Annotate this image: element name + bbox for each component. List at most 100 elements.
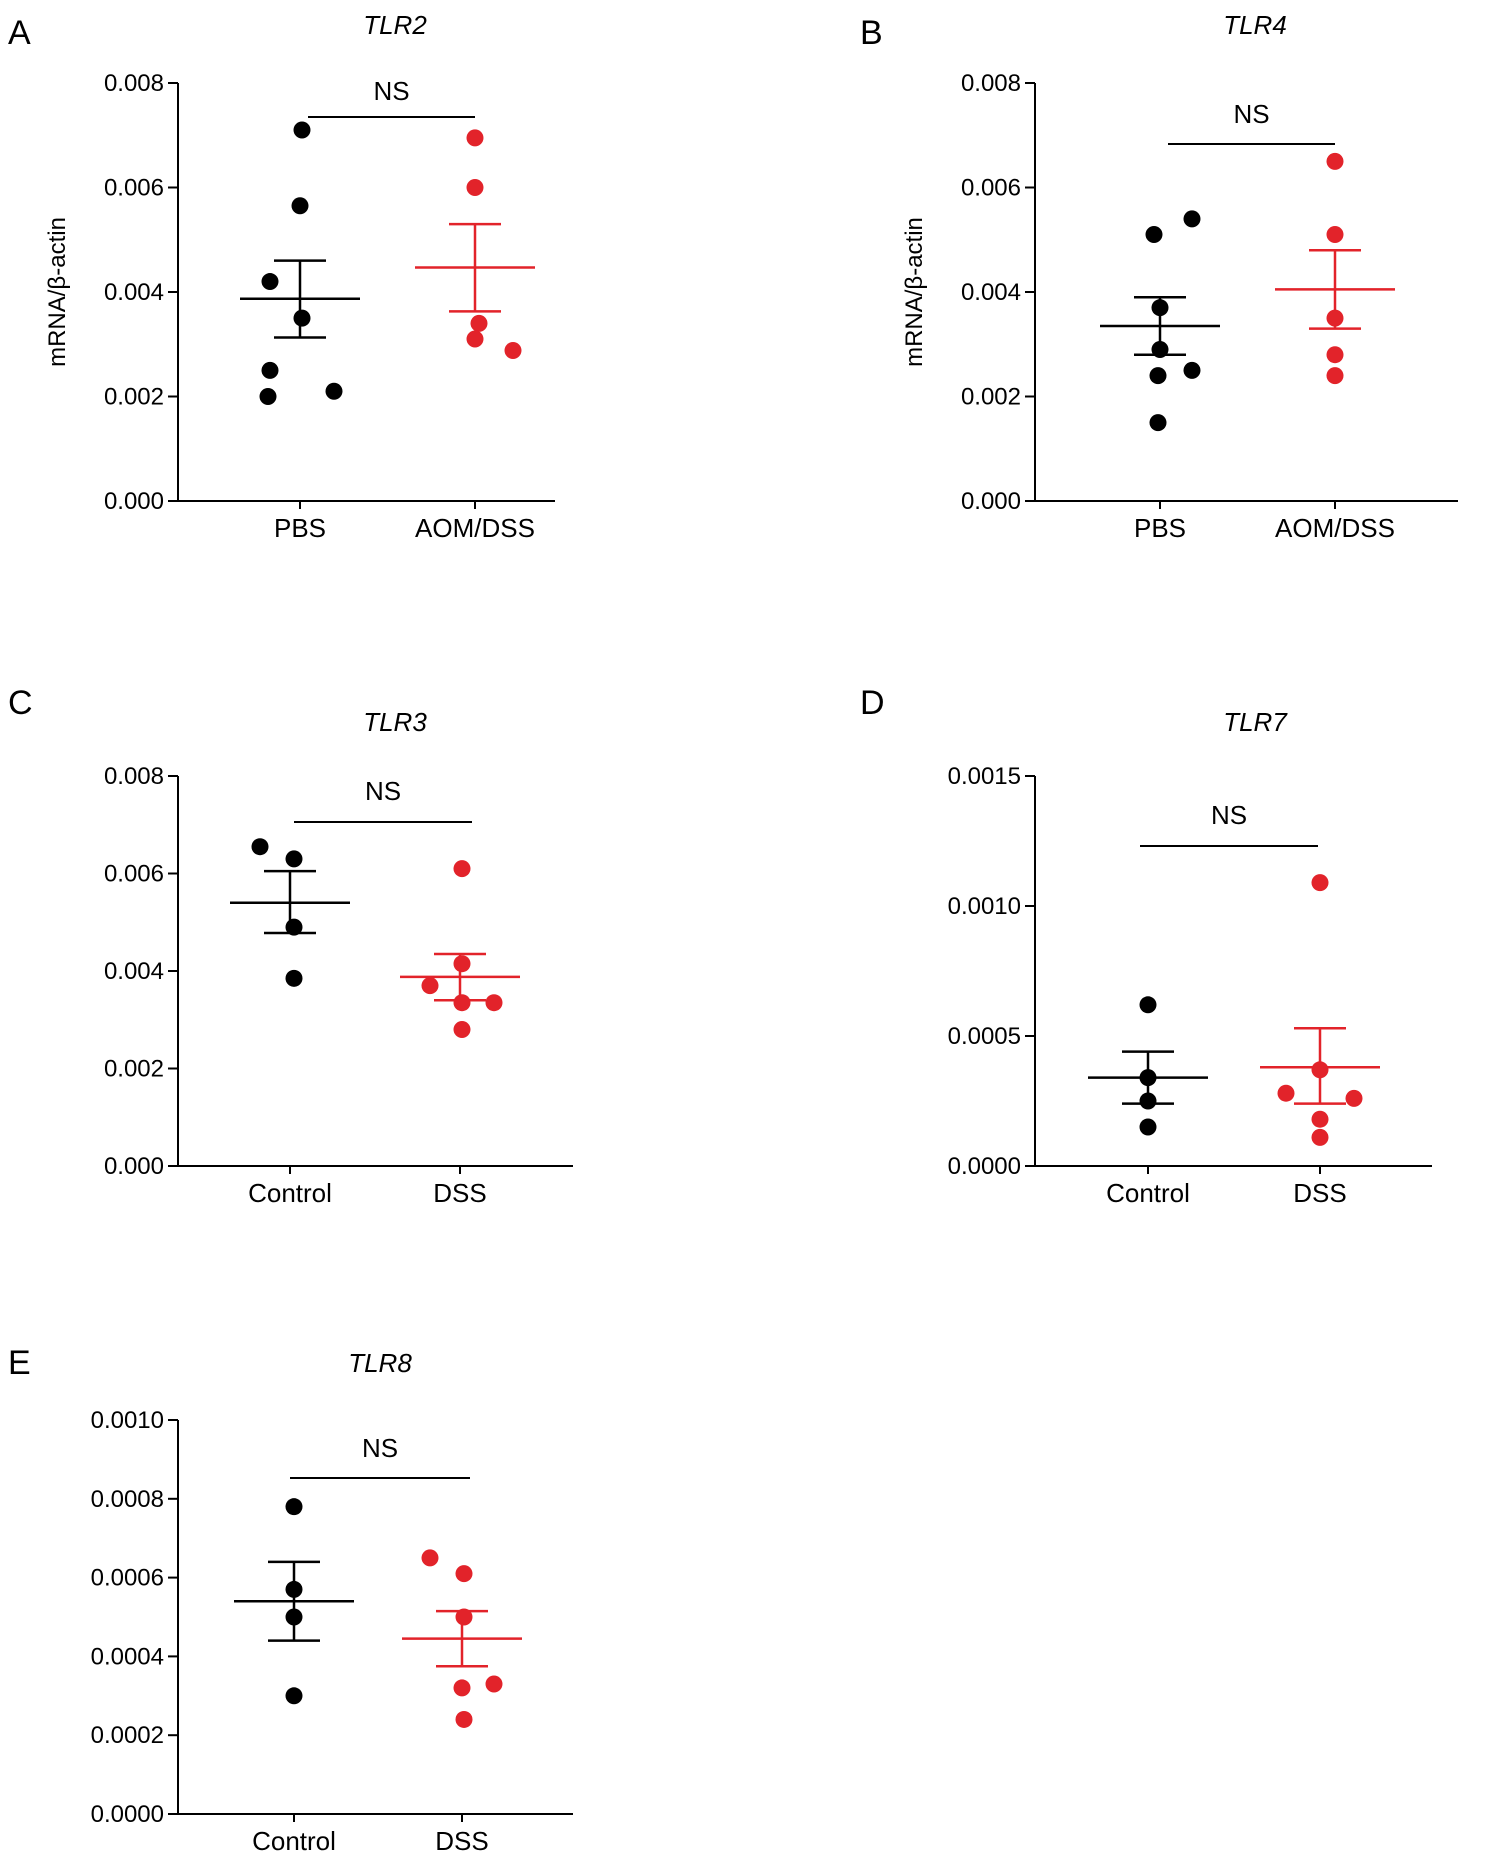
chart-title: TLR2	[363, 10, 427, 40]
data-point	[1326, 152, 1344, 170]
panel-c: C TLR3 0.000 0.002 0.004 0.006 0.008 Control DSS…	[8, 684, 573, 1208]
x-tick-label: DSS	[433, 1178, 486, 1208]
data-point	[1326, 367, 1344, 385]
chart-title: TLR4	[1223, 10, 1287, 40]
data-point	[453, 1021, 471, 1038]
x-tick-label: AOM/DSS	[1275, 513, 1395, 543]
data-point	[453, 955, 471, 973]
y-axis-label: mRNA/β-actin	[901, 217, 928, 367]
panel-e: E TLR8 0.0000 0.0002 0.0004 0.0006 0.0008 0.001…	[8, 1344, 573, 1855]
data-point	[1326, 309, 1344, 327]
data-point	[504, 342, 522, 360]
y-tick-label: 0.0005	[948, 1023, 1021, 1050]
x-tick-label: Control	[1106, 1178, 1190, 1208]
y-tick-label: 0.004	[104, 279, 164, 306]
data-point	[453, 994, 471, 1012]
x-tick-label: PBS	[274, 513, 326, 543]
y-tick-label: 0.0002	[91, 1722, 164, 1749]
data-point	[1183, 210, 1201, 228]
data-point	[1311, 1128, 1329, 1146]
data-point	[291, 197, 309, 215]
significance-label: NS	[362, 1433, 398, 1463]
y-tick-label: 0.002	[961, 384, 1021, 411]
panel-letter: C	[8, 684, 33, 722]
data-point	[285, 1498, 303, 1516]
y-tick-label: 0.002	[104, 384, 164, 411]
x-tick-label: Control	[252, 1826, 336, 1855]
data-point	[470, 314, 488, 332]
data-point	[1139, 996, 1157, 1014]
data-point	[421, 1549, 439, 1567]
y-tick-label: 0.008	[104, 763, 164, 790]
data-point	[1326, 226, 1344, 244]
data-point	[1311, 1110, 1329, 1128]
y-axis-label: mRNA/β-actin	[44, 217, 71, 367]
y-tick-label: 0.0004	[91, 1643, 164, 1670]
data-point	[1311, 874, 1329, 892]
panel-d: D TLR7 0.0000 0.0005 0.0010 0.0015 Control DSS N…	[860, 684, 1432, 1208]
y-tick-label: 0.006	[961, 175, 1021, 202]
data-point	[325, 382, 343, 400]
x-tick-label: AOM/DSS	[415, 513, 535, 543]
panel-a: A TLR2 mRNA/β-actin 0.000 0.002 0.004 0.006 0.0…	[8, 10, 555, 543]
data-point	[1151, 299, 1169, 317]
y-tick-label: 0.0015	[948, 763, 1021, 790]
data-point	[1183, 361, 1201, 379]
data-point	[1326, 346, 1344, 364]
data-point	[453, 1679, 471, 1697]
data-point	[1139, 1069, 1157, 1087]
y-tick-label: 0.000	[961, 488, 1021, 515]
data-point	[285, 1608, 303, 1626]
data-point	[1345, 1089, 1363, 1107]
data-point	[285, 1687, 303, 1705]
y-tick-label: 0.000	[104, 1153, 164, 1180]
data-point	[1149, 367, 1167, 385]
data-point	[285, 850, 303, 868]
panel-letter: A	[8, 14, 31, 52]
x-tick-label: Control	[248, 1178, 332, 1208]
data-point	[261, 361, 279, 379]
data-point	[455, 1565, 473, 1583]
data-point	[261, 273, 279, 291]
y-tick-label: 0.008	[104, 70, 164, 97]
y-tick-label: 0.0010	[948, 893, 1021, 920]
y-tick-label: 0.0008	[91, 1486, 164, 1513]
chart-title: TLR8	[348, 1348, 412, 1378]
x-tick-label: DSS	[1293, 1178, 1346, 1208]
data-point	[1277, 1084, 1295, 1102]
data-point	[485, 1675, 503, 1693]
panel-letter: B	[860, 14, 883, 52]
data-point	[293, 309, 311, 327]
data-point	[251, 838, 269, 856]
y-tick-label: 0.0006	[91, 1565, 164, 1592]
data-point	[455, 1608, 473, 1626]
y-tick-label: 0.004	[961, 279, 1021, 306]
y-tick-label: 0.0000	[91, 1801, 164, 1828]
data-point	[466, 129, 484, 147]
data-point	[455, 1710, 473, 1728]
panel-b: B TLR4 mRNA/β-actin 0.000 0.002 0.004 0.006 0.0…	[860, 10, 1458, 543]
data-point	[1145, 226, 1163, 244]
y-tick-label: 0.006	[104, 175, 164, 202]
y-tick-label: 0.008	[961, 70, 1021, 97]
data-point	[1151, 340, 1169, 358]
chart-title: TLR7	[1223, 707, 1288, 737]
y-tick-label: 0.000	[104, 488, 164, 515]
y-tick-label: 0.0010	[91, 1407, 164, 1434]
data-point	[285, 1580, 303, 1598]
panel-letter: E	[8, 1344, 31, 1382]
data-point	[1139, 1118, 1157, 1136]
y-tick-label: 0.006	[104, 861, 164, 888]
significance-label: NS	[365, 776, 401, 806]
data-point	[466, 179, 484, 196]
data-point	[466, 330, 484, 348]
significance-label: NS	[1233, 99, 1269, 129]
data-point	[1149, 414, 1167, 432]
x-tick-label: DSS	[435, 1826, 488, 1855]
data-point	[259, 388, 277, 405]
y-tick-label: 0.002	[104, 1056, 164, 1083]
data-point	[293, 121, 311, 139]
data-point	[453, 860, 471, 878]
panel-letter: D	[860, 684, 885, 722]
